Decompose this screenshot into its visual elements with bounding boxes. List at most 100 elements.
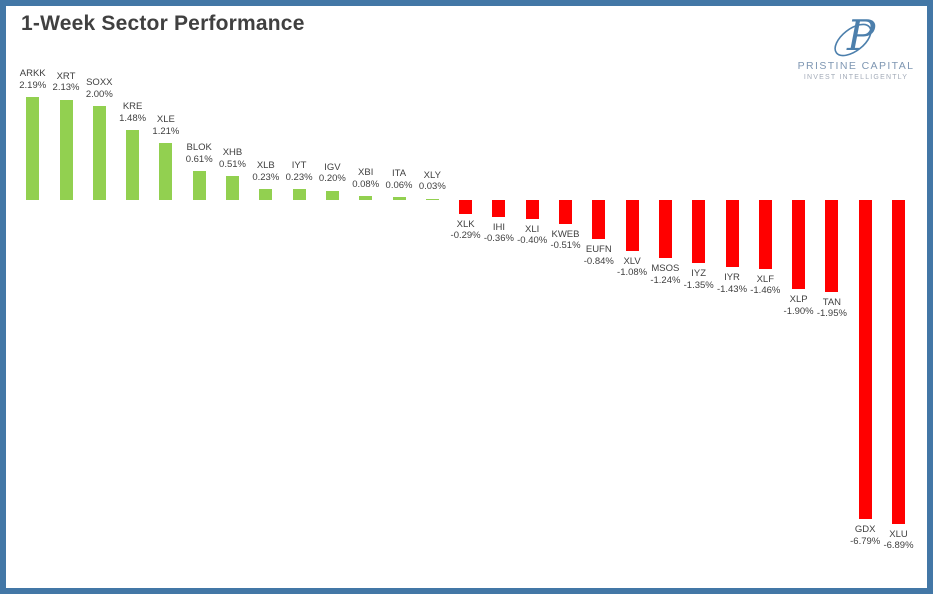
bar-value-label: -0.36% [483, 233, 514, 245]
bar-label-ITA: ITA 0.06% [369, 168, 429, 191]
bar-KRE [126, 130, 140, 200]
bar-IYR [725, 200, 739, 268]
bar-ticker-label: XRT [56, 70, 76, 82]
bar-ticker-label: XHB [222, 147, 243, 159]
bar-label-GDX: GDX -6.79% [835, 524, 895, 547]
bar-SOXX [92, 106, 106, 200]
bar-ticker-label: BLOK [186, 142, 212, 154]
bar-label-XLE: XLE 1.21% [136, 114, 196, 137]
bar-XLU [892, 200, 905, 524]
bar-value-label: 0.23% [252, 171, 280, 183]
bar-value-label: -1.24% [650, 274, 681, 286]
bar-label-XLF: XLF -1.46% [735, 274, 795, 297]
bar-EUFN [592, 200, 606, 240]
bar-value-label: -1.43% [716, 283, 748, 295]
bar-ticker-label: EUFN [585, 244, 612, 256]
logo-tagline: INVEST INTELLIGENTLY [803, 74, 909, 81]
bar-IYZ [692, 200, 706, 264]
bar-label-XLY: XLY 0.03% [402, 170, 462, 193]
bar-BLOK [192, 171, 206, 200]
bar-label-IYT: IYT 0.23% [269, 160, 329, 183]
bar-ticker-label: ITA [391, 168, 407, 180]
bar-value-label: -1.08% [617, 267, 648, 279]
bar-ITA [392, 197, 406, 200]
bar-XRT [59, 99, 73, 200]
bar-XLV [625, 200, 639, 251]
bar-XLI [525, 200, 539, 219]
bar-IYT [292, 189, 306, 200]
bar-label-SOXX: SOXX 2.00% [69, 77, 129, 100]
bar-label-MSOS: MSOS -1.24% [635, 263, 695, 286]
bar-label-XLP: XLP -1.90% [769, 294, 829, 317]
bar-value-label: -1.35% [683, 279, 714, 291]
page-title: 1-Week Sector Performance [21, 12, 305, 35]
bar-MSOS [658, 200, 672, 259]
bar-ticker-label: KWEB [551, 228, 580, 240]
bar-ARKK [26, 97, 40, 200]
logo-monogram-icon: P [834, 11, 876, 60]
bar-value-label: -0.51% [550, 240, 581, 252]
bar-label-KWEB: KWEB -0.51% [536, 229, 596, 252]
bar-value-label: 1.21% [152, 125, 180, 137]
bar-value-label: 0.23% [285, 171, 313, 183]
bar-value-label: 2.13% [52, 82, 80, 94]
bar-ticker-label: XLB [256, 160, 275, 172]
bar-ticker-label: XLU [889, 528, 908, 540]
bar-label-KRE: KRE 1.48% [103, 101, 163, 124]
pristine-capital-logo: P PRISTINE CAPITAL INVEST INTELLIGENTLY [791, 10, 921, 81]
bar-label-XLB: XLB 0.23% [236, 160, 296, 183]
bar-value-label: 2.00% [85, 88, 113, 100]
bar-label-IYZ: IYZ -1.35% [669, 268, 729, 291]
bar-label-IYR: IYR -1.43% [702, 272, 762, 295]
bar-XLE [159, 143, 173, 200]
bar-XLF [758, 200, 772, 269]
bar-ticker-label: IYT [291, 160, 307, 172]
bar-XLB [259, 189, 273, 200]
bar-ticker-label: IHI [492, 221, 505, 233]
bar-ticker-label: IGV [324, 161, 341, 173]
bar-ticker-label: XLP [789, 294, 808, 306]
bar-label-XLK: XLK -0.29% [436, 219, 496, 242]
bar-ticker-label: ARKK [19, 68, 46, 80]
bar-XLK [459, 200, 473, 214]
logo-monogram-letter: P [846, 11, 876, 60]
bar-XLP [792, 200, 806, 290]
logo-name: PRISTINE CAPITAL [797, 60, 915, 72]
bar-value-label: -6.79% [850, 535, 881, 547]
bar-value-label: -6.89% [883, 540, 914, 552]
bar-value-label: -1.95% [816, 308, 847, 320]
bar-ticker-label: XLE [156, 114, 175, 126]
bar-ticker-label: XLF [756, 273, 775, 285]
bar-label-XLV: XLV -1.08% [602, 256, 662, 279]
bar-value-label: 0.51% [219, 158, 246, 170]
bar-ticker-label: XLY [423, 169, 441, 181]
bar-value-label: 1.48% [119, 112, 147, 124]
bar-XLY [425, 198, 439, 200]
bar-label-EUFN: EUFN -0.84% [569, 244, 629, 267]
bar-value-label: 0.03% [418, 181, 446, 192]
bar-GDX [858, 200, 872, 520]
bar-label-XHB: XHB 0.51% [203, 147, 263, 170]
bar-label-XLU: XLU -6.89% [869, 528, 928, 552]
bar-ticker-label: GDX [854, 524, 876, 536]
bar-value-label: -0.29% [450, 230, 481, 242]
bar-value-label: 0.06% [385, 179, 413, 191]
bar-label-XRT: XRT 2.13% [36, 71, 96, 94]
bar-label-TAN: TAN -1.95% [802, 297, 862, 320]
bar-value-label: -1.90% [783, 305, 814, 317]
bar-TAN [825, 200, 839, 292]
bar-label-XBI: XBI 0.08% [336, 167, 396, 190]
bar-label-BLOK: BLOK 0.61% [169, 142, 229, 165]
bar-IGV [325, 190, 339, 200]
bar-ticker-label: XLI [525, 223, 540, 235]
bar-label-IGV: IGV 0.20% [302, 162, 362, 185]
bar-label-IHI: IHI -0.36% [469, 222, 529, 245]
bar-ticker-label: MSOS [651, 263, 680, 275]
bar-ticker-label: IYZ [691, 268, 707, 280]
bar-value-label: -0.84% [583, 255, 614, 267]
bar-KWEB [559, 200, 572, 224]
bar-label-ARKK: ARKK 2.19% [6, 68, 63, 91]
bar-ticker-label: TAN [822, 296, 842, 308]
bar-IHI [492, 200, 506, 217]
